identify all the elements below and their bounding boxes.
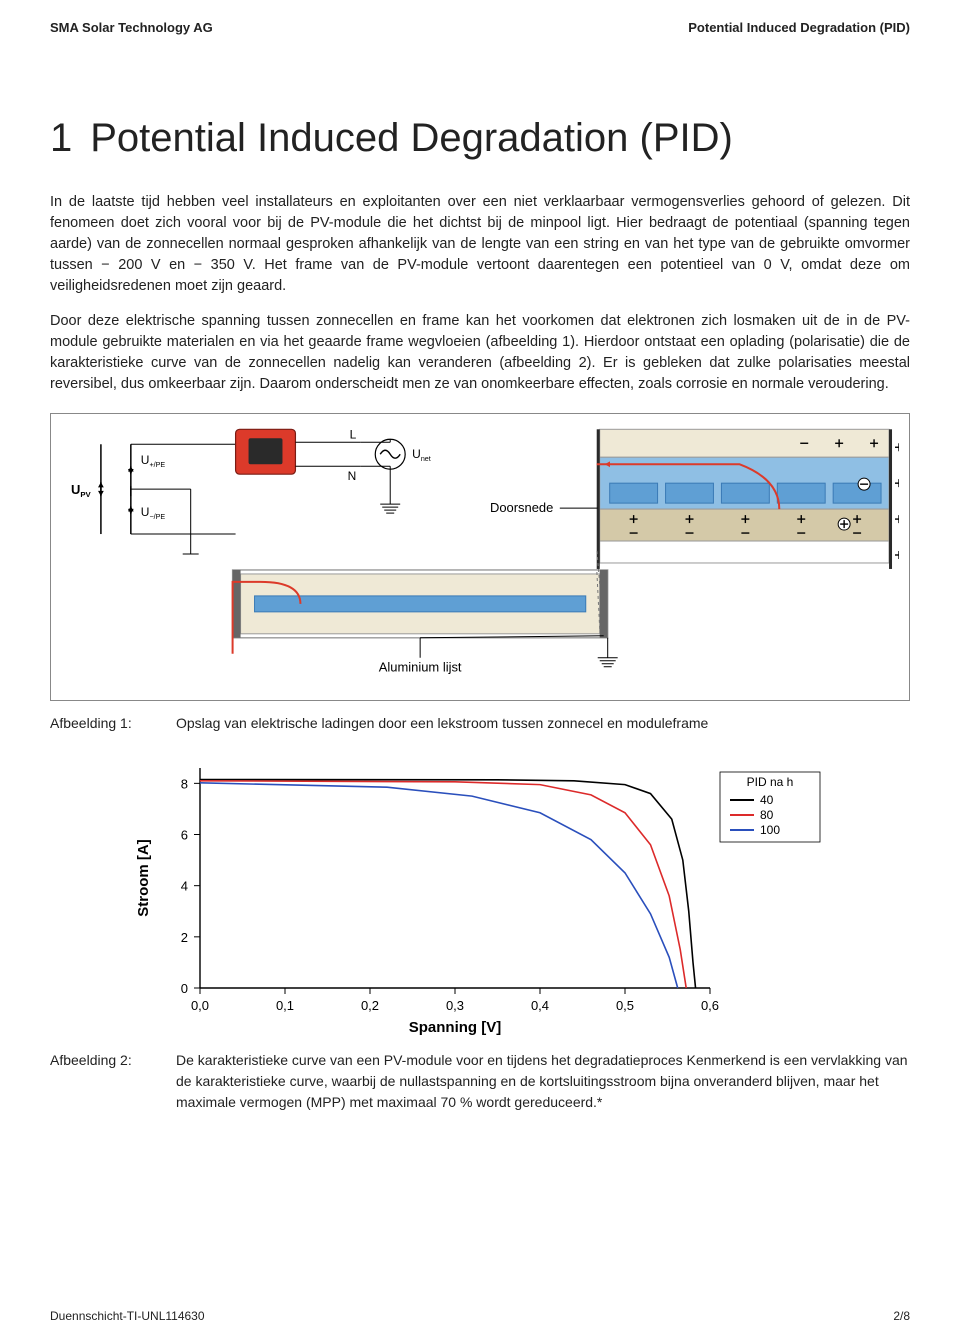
svg-text:0: 0 (181, 981, 188, 996)
svg-text:0,0: 0,0 (191, 998, 209, 1013)
svg-text:0,1: 0,1 (276, 998, 294, 1013)
svg-text:Doorsnede: Doorsnede (490, 500, 553, 515)
svg-text:0,3: 0,3 (446, 998, 464, 1013)
svg-text:L: L (350, 427, 357, 441)
svg-text:0,6: 0,6 (701, 998, 719, 1013)
figure-1-label: Afbeelding 1: (50, 713, 160, 734)
svg-text:100: 100 (760, 823, 780, 837)
svg-text:UPV: UPV (71, 482, 92, 499)
section-heading: 1 Potential Induced Degradation (PID) (50, 108, 910, 168)
paragraph-2: Door deze elektrische spanning tussen zo… (50, 311, 910, 395)
header-company: SMA Solar Technology AG (50, 18, 213, 38)
figure-2-caption: De karakteristieke curve van een PV-modu… (176, 1050, 910, 1113)
figure-1-caption: Opslag van elektrische ladingen door een… (176, 713, 910, 734)
paragraph-1: In de laatste tijd hebben veel installat… (50, 192, 910, 297)
svg-text:0,4: 0,4 (531, 998, 549, 1013)
svg-text:Stroom [A]: Stroom [A] (135, 839, 152, 917)
svg-text:Unet: Unet (412, 447, 431, 463)
svg-text:U+/PE: U+/PE (141, 453, 166, 469)
svg-text:8: 8 (181, 776, 188, 791)
svg-text:0,5: 0,5 (616, 998, 634, 1013)
figure-1-box: UPV U+/PE U−/PE L N Unet Doorsnede Aluminium li… (50, 413, 910, 701)
svg-text:PID na h: PID na h (747, 775, 794, 789)
svg-text:U−/PE: U−/PE (141, 505, 166, 521)
svg-text:4: 4 (181, 878, 188, 893)
header-topic: Potential Induced Degradation (PID) (688, 18, 910, 38)
svg-text:0,2: 0,2 (361, 998, 379, 1013)
svg-text:2: 2 (181, 929, 188, 944)
svg-text:Spanning [V]: Spanning [V] (409, 1019, 502, 1036)
section-number: 1 (50, 108, 72, 168)
svg-text:N: N (348, 469, 357, 483)
footer-doc-id: Duennschicht-TI-UNL114630 (50, 1307, 205, 1325)
svg-text:6: 6 (181, 827, 188, 842)
figure-2-chart: 0 2 4 6 8 0,0 0,1 0,2 0,3 0,4 0,5 0,6 Spanning [V] St… (50, 758, 910, 1038)
svg-text:80: 80 (760, 808, 774, 822)
footer-page-num: 2/8 (893, 1307, 910, 1325)
figure-2-label: Afbeelding 2: (50, 1050, 160, 1113)
figure-1-diagram: UPV U+/PE U−/PE L N Unet Doorsnede Aluminium li… (61, 424, 899, 684)
section-title-text: Potential Induced Degradation (PID) (90, 108, 733, 168)
svg-text:40: 40 (760, 793, 774, 807)
svg-text:Aluminium lijst: Aluminium lijst (379, 659, 462, 674)
